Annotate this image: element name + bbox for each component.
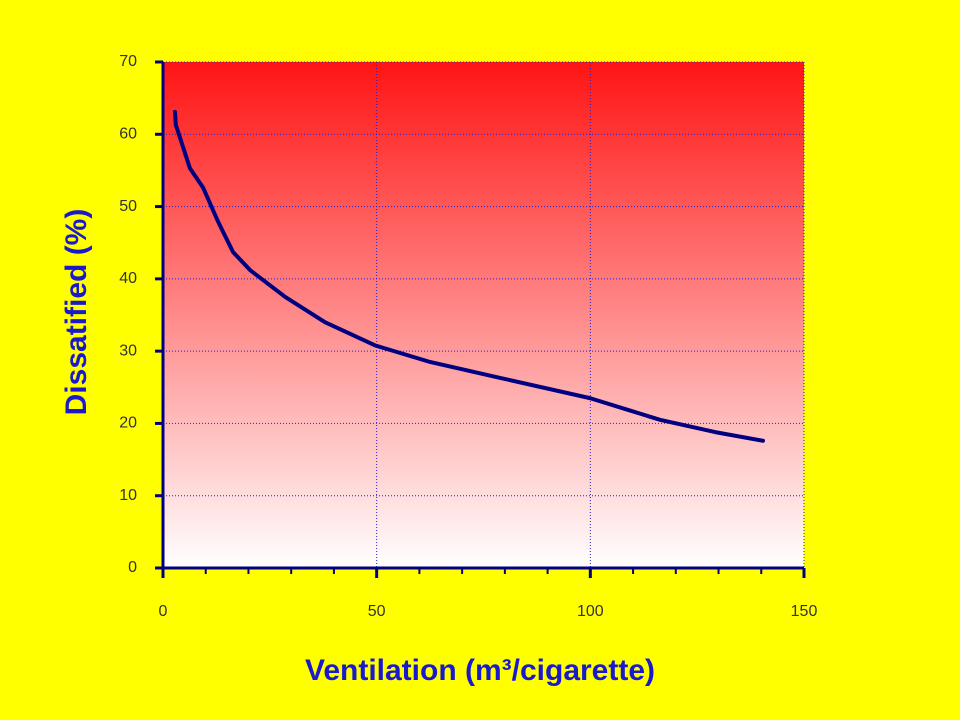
y-tick-label: 60 bbox=[119, 126, 137, 143]
x-tick-label: 150 bbox=[791, 603, 818, 620]
y-tick-label: 20 bbox=[119, 415, 137, 432]
y-axis-label: Dissatified (%) bbox=[60, 209, 93, 416]
y-tick-label: 10 bbox=[119, 487, 137, 504]
y-tick-label: 50 bbox=[119, 198, 137, 215]
y-tick-label: 40 bbox=[119, 270, 137, 287]
y-tick-label: 0 bbox=[128, 559, 137, 576]
y-tick-label: 30 bbox=[119, 342, 137, 359]
x-tick-label: 100 bbox=[577, 603, 604, 620]
x-tick-label: 0 bbox=[159, 603, 168, 620]
x-axis-label: Ventilation (m³/cigarette) bbox=[305, 654, 655, 687]
y-tick-label: 70 bbox=[119, 53, 137, 70]
x-tick-label: 50 bbox=[368, 603, 386, 620]
line bbox=[172, 109, 765, 443]
plot-area bbox=[163, 62, 804, 568]
